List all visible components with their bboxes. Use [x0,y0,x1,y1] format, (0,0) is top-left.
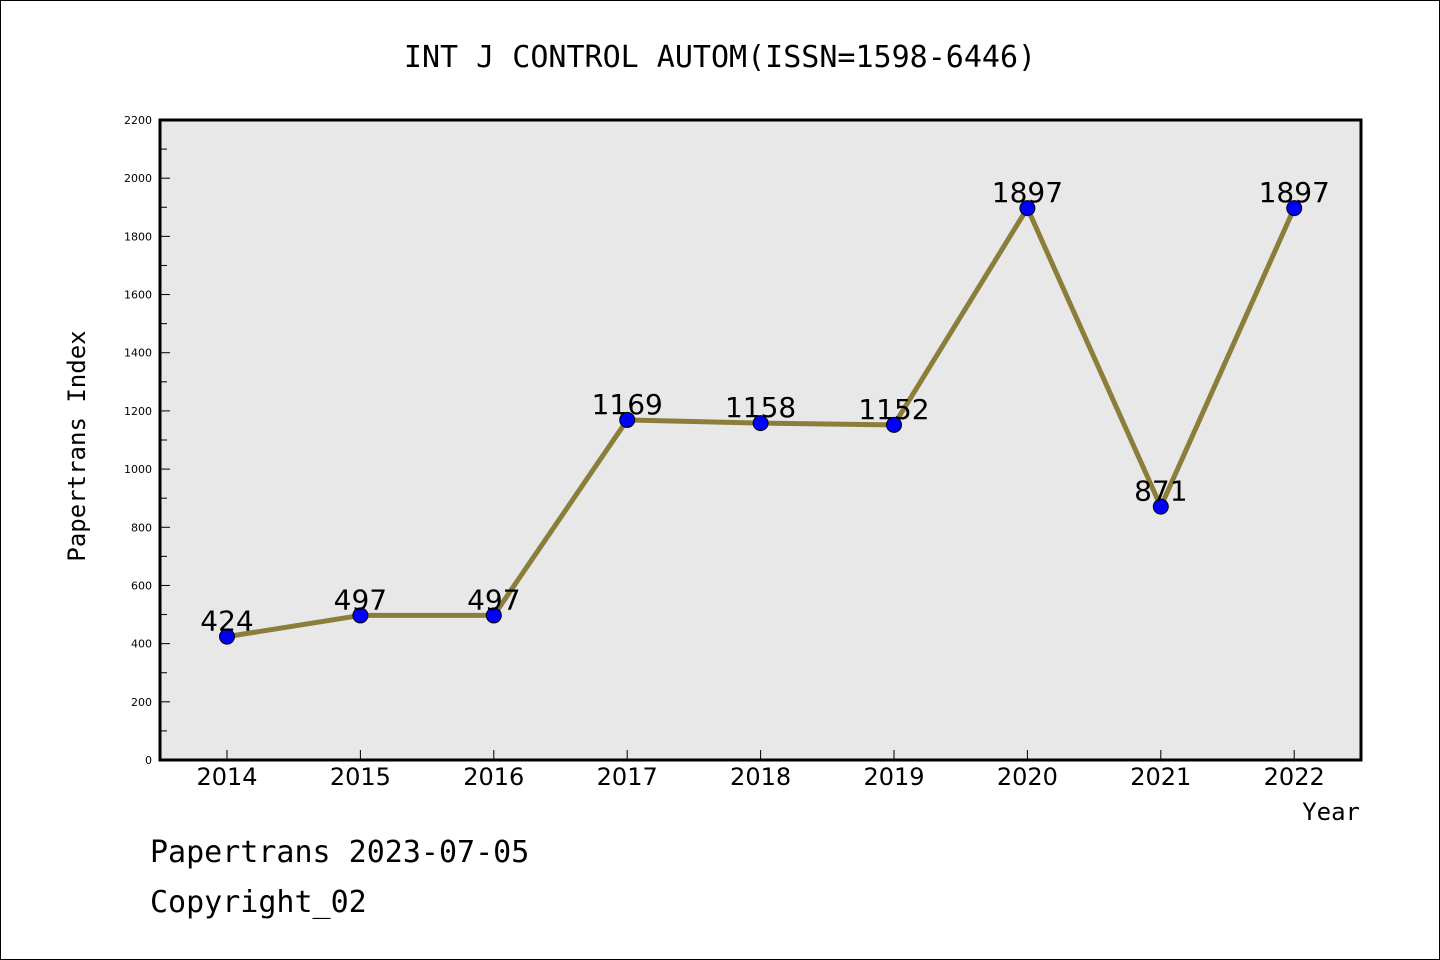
data-point [352,607,369,624]
data-label: 497 [334,583,387,616]
y-tick-label: 0 [145,754,152,767]
series-papertrans-index [219,200,1303,645]
data-point [1286,200,1303,217]
data-point [886,416,902,433]
chart-title: INT J CONTROL AUTOM(ISSN=1598-6446) [404,40,1036,75]
data-point [1019,200,1036,217]
plot-area [160,120,1361,760]
y-tick-label: 1200 [124,405,152,418]
y-axis: 0 200 400 600 800 1000 1200 1400 1600 1800 2000 220… [124,114,170,767]
data-point [1152,498,1169,515]
footer-copyright: Copyright_02 [150,885,367,920]
x-tick-label: 2015 [330,763,391,791]
data-label: 497 [467,583,520,616]
x-tick-label: 2018 [730,763,791,791]
data-label: 1897 [1259,176,1330,209]
x-tick-label: 2020 [997,763,1058,791]
x-axis-label: Year [1302,798,1360,826]
x-tick-label: 2019 [863,763,924,791]
data-label: 871 [1134,475,1187,508]
data-label: 1897 [992,176,1063,209]
y-tick-label: 200 [131,696,152,709]
y-tick-label: 600 [131,579,152,592]
x-tick-label: 2016 [463,763,524,791]
y-tick-label: 1600 [124,289,152,302]
x-tick-label: 2022 [1264,763,1325,791]
x-tick-label: 2021 [1130,763,1191,791]
y-axis-label: Papertrans Index [63,330,91,561]
data-point [752,415,769,432]
data-point [219,628,235,645]
y-tick-label: 800 [131,521,152,534]
data-label: 1158 [725,391,796,424]
x-axis: 2014 2015 2016 2017 2018 2019 2020 2021 2022 [196,750,1325,791]
data-label: 424 [200,605,253,638]
footer-date: Papertrans 2023-07-05 [150,835,530,870]
plot-border [158,118,1363,762]
data-labels: 424 497 497 1169 1158 1152 1897 871 1897 [200,176,1330,638]
data-label: 1152 [858,393,929,426]
y-tick-label: 400 [131,638,152,651]
data-point [619,411,636,428]
y-tick-label: 1000 [124,463,152,476]
data-point [485,607,502,624]
data-label: 1169 [592,388,663,421]
x-tick-label: 2017 [597,763,658,791]
y-tick-label: 2200 [124,114,152,127]
y-tick-label: 1800 [124,230,152,243]
x-tick-label: 2014 [196,763,257,791]
y-tick-label: 2000 [124,172,152,185]
y-tick-label: 1400 [124,347,152,360]
